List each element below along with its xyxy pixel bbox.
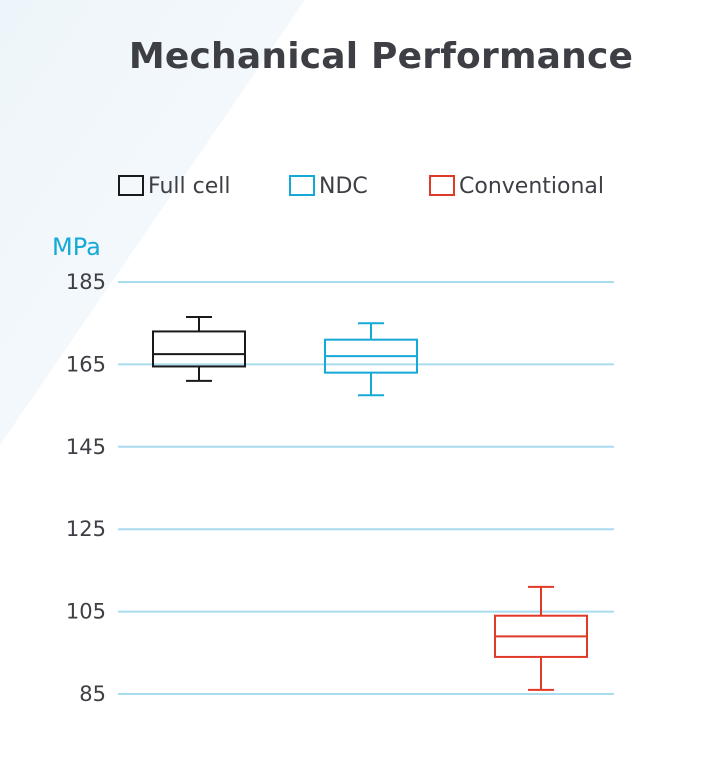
- legend-swatch: [289, 175, 315, 196]
- legend-label: NDC: [319, 174, 368, 199]
- legend-swatch: [118, 175, 144, 196]
- box-full-cell: [152, 316, 246, 382]
- legend-label: Conventional: [459, 174, 604, 199]
- legend-label: Full cell: [148, 174, 230, 199]
- y-tick-label: 185: [66, 270, 106, 294]
- y-tick-label: 105: [66, 600, 106, 624]
- y-tick-label: 85: [79, 682, 106, 706]
- grid-layer: 185 165 145 125 105 85: [66, 270, 614, 706]
- y-axis-unit-label: MPa: [52, 233, 101, 261]
- boxes-layer: [152, 316, 588, 691]
- legend-swatch: [429, 175, 455, 196]
- y-tick-label: 165: [66, 352, 106, 376]
- y-tick-label: 145: [66, 435, 106, 459]
- box-conventional: [494, 585, 588, 691]
- chart-title: Mechanical Performance: [128, 36, 634, 77]
- legend: Full cell NDC Conventional: [118, 174, 604, 199]
- box-ndc: [324, 322, 418, 397]
- box-iqr: [152, 330, 246, 368]
- y-tick-label: 125: [66, 517, 106, 541]
